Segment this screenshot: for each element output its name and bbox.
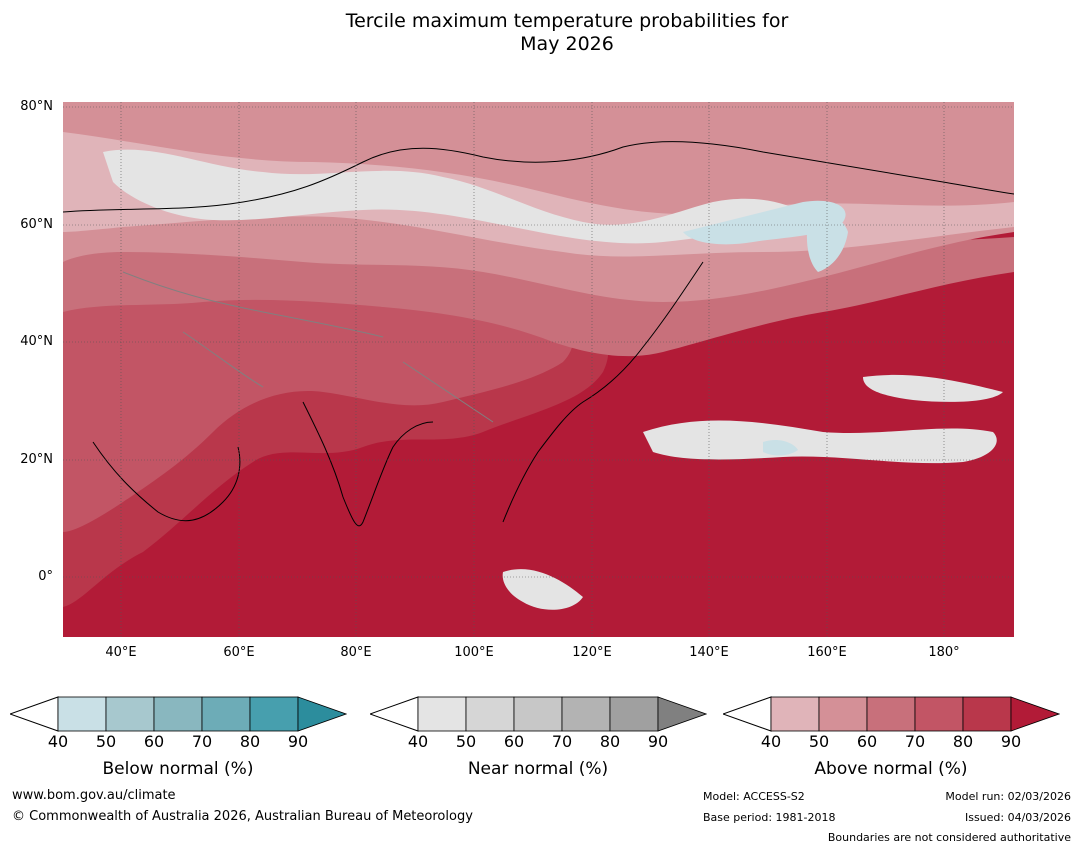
- colorbar-near-tri-left: [368, 696, 419, 732]
- lon-label-40e: 40°E: [105, 645, 137, 660]
- colorbar-above-seg-4: [914, 696, 964, 732]
- colorbar-below-tick: 50: [95, 732, 117, 751]
- lat-label-20n: 20°N: [20, 452, 53, 467]
- colorbar-below-tick: 80: [239, 732, 261, 751]
- lat-label-60n: 60°N: [20, 217, 53, 232]
- model-run-text: Model run: 02/03/2026: [945, 790, 1071, 803]
- zone-near-southern: [502, 569, 583, 610]
- lon-label-60e: 60°E: [223, 645, 255, 660]
- colorbar-near-seg-3: [513, 696, 563, 732]
- border-lines: [122, 271, 494, 423]
- zone-near-pacific-band: [643, 420, 997, 464]
- colorbar-above-seg-2: [818, 696, 868, 732]
- colorbar-below-label: Below normal (%): [102, 759, 254, 779]
- chart-title-line1: Tercile maximum temperature probabilitie…: [345, 10, 789, 32]
- base-period-text: Base period: 1981-2018: [703, 811, 836, 824]
- probability-map[interactable]: [63, 102, 1014, 637]
- colorbar-near-svg: [368, 696, 708, 732]
- lon-label-180: 180°: [928, 645, 960, 660]
- colorbar-below-seg-3: [153, 696, 203, 732]
- website-link[interactable]: www.bom.gov.au/climate: [12, 788, 176, 803]
- coastline-arabia: [92, 441, 241, 522]
- colorbar-above-tick: 60: [856, 732, 878, 751]
- zone-below-kamchatka: [683, 200, 846, 245]
- colorbar-above-seg-1: [770, 696, 820, 732]
- colorbar-above-tri-left: [721, 696, 772, 732]
- chart-title: Tercile maximum temperature probabilitie…: [0, 10, 1081, 56]
- colorbar-below-svg: [8, 696, 348, 732]
- colorbar-above-label: Above normal (%): [814, 759, 968, 779]
- colorbar-above-seg-5: [962, 696, 1012, 732]
- colorbar-near-label: Near normal (%): [467, 759, 609, 779]
- lon-label-140e: 140°E: [689, 645, 729, 660]
- colorbar-above: [721, 696, 1061, 732]
- coastline-east-asia: [502, 261, 704, 523]
- colorbar-below-seg-5: [249, 696, 299, 732]
- lat-label-40n: 40°N: [20, 334, 53, 349]
- colorbar-near-tick: 40: [407, 732, 429, 751]
- colorbar-near: [368, 696, 708, 732]
- lon-label-100e: 100°E: [454, 645, 494, 660]
- colorbar-above-tick: 70: [904, 732, 926, 751]
- lon-label-160e: 160°E: [807, 645, 847, 660]
- colorbar-below-tick: 70: [191, 732, 213, 751]
- issued-text: Issued: 04/03/2026: [964, 811, 1071, 824]
- colorbar-near-seg-4: [561, 696, 611, 732]
- coastline-india: [302, 401, 434, 527]
- colorbar-above-tick: 50: [808, 732, 830, 751]
- disclaimer-text: Boundaries are not considered authoritat…: [827, 831, 1071, 844]
- zone-near-pacific-north: [863, 374, 1003, 402]
- lat-label-80n: 80°N: [20, 99, 53, 114]
- colorbar-above-tick: 40: [760, 732, 782, 751]
- coastline-asia: [63, 141, 1014, 213]
- map-svg: [63, 102, 1014, 637]
- colorbar-near-tick: 70: [551, 732, 573, 751]
- copyright-text: © Commonwealth of Australia 2026, Austra…: [12, 809, 473, 824]
- colorbar-below: [8, 696, 348, 732]
- colorbar-below-tick: 90: [287, 732, 309, 751]
- lon-label-120e: 120°E: [572, 645, 612, 660]
- colorbar-near-tick: 50: [455, 732, 477, 751]
- colorbar-below-tick: 60: [143, 732, 165, 751]
- colorbar-below-tick: 40: [47, 732, 69, 751]
- zone-above-70-central: [63, 252, 573, 532]
- colorbar-below-seg-4: [201, 696, 251, 732]
- colorbar-near-seg-1: [417, 696, 467, 732]
- colorbar-above-seg-3: [866, 696, 916, 732]
- zone-below-pacific-spot: [763, 439, 798, 456]
- colorbar-above-svg: [721, 696, 1061, 732]
- colorbar-near-tick: 90: [647, 732, 669, 751]
- colorbar-above-tick: 80: [952, 732, 974, 751]
- colorbar-near-tri-right: [657, 696, 708, 732]
- zone-below-okhotsk: [806, 216, 848, 272]
- colorbar-above-tri-right: [1010, 696, 1061, 732]
- colorbar-near-seg-2: [465, 696, 515, 732]
- colorbar-below-tri-right: [297, 696, 348, 732]
- colorbar-near-tick: 80: [599, 732, 621, 751]
- lat-label-0: 0°: [38, 569, 53, 584]
- map-gridlines: [63, 102, 1014, 637]
- colorbar-near-seg-5: [609, 696, 659, 732]
- colorbar-above-tick: 90: [1000, 732, 1022, 751]
- colorbar-below-tri-left: [8, 696, 59, 732]
- colorbar-below-seg-1: [57, 696, 107, 732]
- colorbar-near-tick: 60: [503, 732, 525, 751]
- lon-label-80e: 80°E: [340, 645, 372, 660]
- chart-title-line2: May 2026: [520, 33, 614, 55]
- colorbar-below-seg-2: [105, 696, 155, 732]
- model-text: Model: ACCESS-S2: [703, 790, 805, 803]
- zone-near-mongolia: [363, 179, 483, 202]
